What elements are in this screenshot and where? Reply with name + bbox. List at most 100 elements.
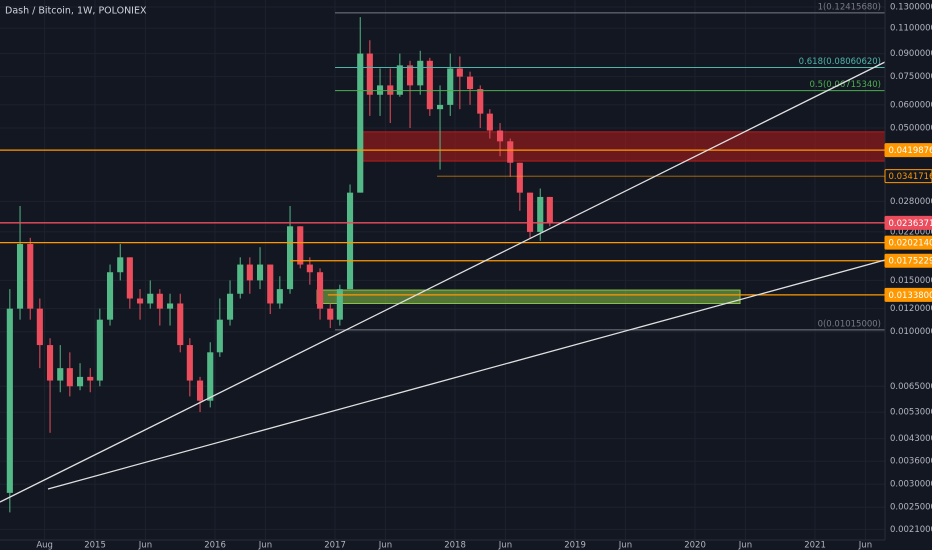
y-tick-label: 0.05000000 <box>890 123 932 133</box>
candle-body <box>376 85 384 95</box>
candle-body <box>267 264 274 304</box>
candle-body <box>126 257 133 299</box>
y-tick-label: 0.02800000 <box>890 197 932 207</box>
candle-body <box>207 352 214 401</box>
candle-body <box>346 192 354 290</box>
candle-body <box>136 298 144 304</box>
zones <box>316 131 886 304</box>
price-label-box <box>884 143 932 158</box>
candle-body <box>456 68 463 77</box>
x-tick-label: 2019 <box>564 541 586 550</box>
candles <box>6 17 553 513</box>
x-tick-label: Jun <box>258 541 272 550</box>
x-tick-label: 2020 <box>684 541 706 550</box>
candle-body <box>396 65 403 95</box>
levels: 1(0.12415680) 0.618(0.08060620) 0.5(0.0671… <box>0 2 885 331</box>
trend-line <box>0 61 886 503</box>
x-tick-label: 2015 <box>84 541 106 550</box>
candle-body <box>426 60 433 110</box>
candle-body <box>156 293 163 309</box>
x-tick-label: Jun <box>618 541 632 550</box>
candle-body <box>447 68 454 105</box>
y-tick-label: 0.01200000 <box>890 304 932 314</box>
candle-body <box>237 264 244 294</box>
y-tick-label: 0.00300000 <box>890 480 932 490</box>
zone <box>316 289 741 304</box>
candle-body <box>6 308 13 493</box>
y-tick-label: 0.01500000 <box>890 276 932 286</box>
candle-body <box>507 141 514 163</box>
candle-body <box>286 226 294 290</box>
candle-body <box>87 376 94 381</box>
candle-body <box>516 162 523 193</box>
x-tick-label: 2018 <box>444 541 466 550</box>
fib-label: 0.5(0.06715340) <box>809 80 881 90</box>
chart-title: Dash / Bitcoin, 1W, POLONIEX <box>5 6 147 17</box>
y-tick-label: 0.11000000 <box>890 24 932 34</box>
candle-body <box>276 289 283 304</box>
y-tick-label: 0.00530000 <box>890 408 932 418</box>
candle-body <box>327 308 334 320</box>
candle-body <box>76 376 84 387</box>
candle-body <box>357 53 364 193</box>
candle-body <box>177 303 184 346</box>
candle-body <box>117 257 124 273</box>
candle-body <box>306 264 313 273</box>
price-label: 0.02021404 <box>889 239 932 249</box>
price-label-box <box>884 287 932 302</box>
x-tick-label: Jun <box>498 541 512 550</box>
price-label: 0.04198768 <box>889 146 932 156</box>
x-tick-label: Aug <box>36 541 53 550</box>
candle-body <box>537 196 544 232</box>
candle-body <box>27 243 34 309</box>
y-tick-label: 0.02200000 <box>890 227 932 237</box>
candle-body <box>246 264 253 281</box>
axes: 0.13000000 0.11000000 0.09000000 0.07500000… <box>36 3 932 550</box>
price-label: 0.01338000 <box>889 291 932 301</box>
candle-body <box>96 319 103 381</box>
candle-body <box>336 289 343 320</box>
y-tick-label: 0.00650000 <box>890 382 932 392</box>
grid <box>0 0 885 540</box>
x-tick-label: 2021 <box>804 541 826 550</box>
fib-label: 0.618(0.08060620) <box>799 57 881 67</box>
candle-body <box>387 85 394 95</box>
candle-body <box>486 113 493 131</box>
candle-body <box>16 243 24 309</box>
y-tick-label: 0.00360000 <box>890 457 932 467</box>
candle-body <box>36 308 43 346</box>
candle-body <box>546 196 553 224</box>
y-tick-label: 0.00210000 <box>890 525 932 535</box>
price-label: 0.01752297 <box>889 257 932 267</box>
x-tick-label: Jun <box>378 541 392 550</box>
candle-body <box>366 53 373 95</box>
x-tick-label: Jun <box>138 541 152 550</box>
y-tick-label: 0.06000000 <box>890 100 932 110</box>
y-tick-label: 0.01000000 <box>890 327 932 337</box>
y-tick-label: 0.00250000 <box>890 503 932 513</box>
candle-body <box>417 60 424 86</box>
price-label-box <box>884 215 932 230</box>
candle-body <box>57 368 64 381</box>
price-label: 0.03417166 <box>889 172 932 182</box>
candle-body <box>186 345 193 381</box>
candle-body <box>66 368 73 387</box>
candle-body <box>316 272 324 309</box>
fib-label: 0(0.01015000) <box>818 319 881 329</box>
candle-body <box>196 380 204 401</box>
trend-line <box>47 259 886 490</box>
x-tick-label: 2016 <box>204 541 226 550</box>
candle-body <box>147 293 154 304</box>
candle-body <box>106 272 114 320</box>
candle-body <box>436 104 444 110</box>
y-tick-label: 0.00430000 <box>890 434 932 444</box>
candle-body <box>216 319 223 353</box>
candle-body <box>226 293 234 320</box>
fib-label: 1(0.12415680) <box>818 2 881 12</box>
price-label-box <box>884 253 932 268</box>
candle-body <box>256 264 264 281</box>
candle-body <box>526 192 534 232</box>
price-label-box <box>884 169 932 184</box>
x-tick-label: Jun <box>738 541 752 550</box>
